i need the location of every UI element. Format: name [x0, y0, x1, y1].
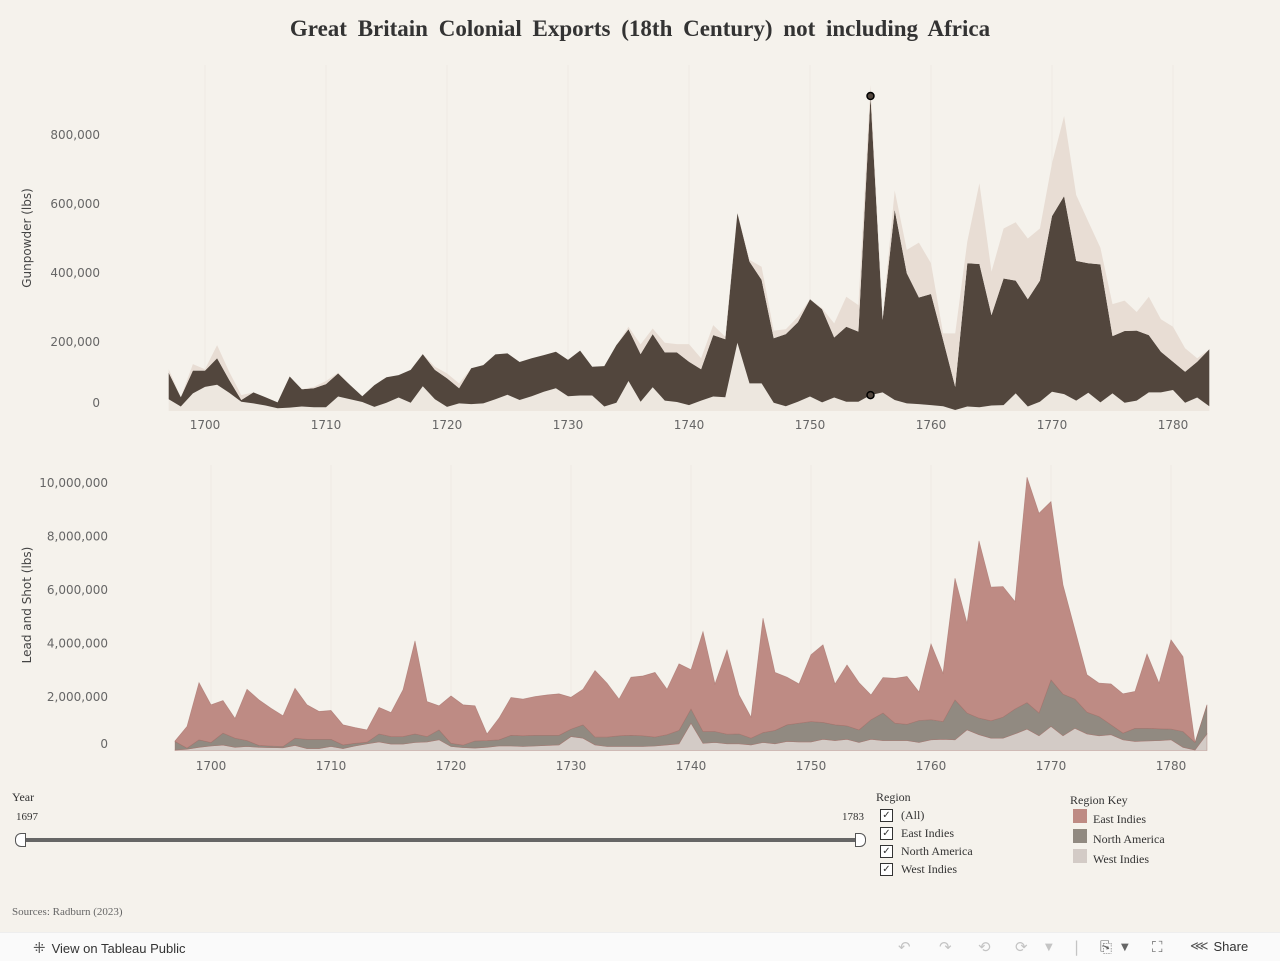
- checkbox-checked-icon[interactable]: ✓: [880, 809, 893, 822]
- y-tick-label: 10,000,000: [39, 476, 108, 490]
- lead-y-axis-title: Lead and Shot (lbs): [20, 547, 34, 664]
- y-tick-label: 800,000: [50, 128, 100, 142]
- checkbox-checked-icon[interactable]: ✓: [880, 863, 893, 876]
- region-option-label: East Indies: [901, 826, 954, 840]
- view-on-tableau-label: View on Tableau Public: [51, 940, 186, 956]
- year-slider-min-handle[interactable]: [15, 833, 26, 847]
- legend-swatch: [1073, 848, 1087, 863]
- gunpowder-y-axis-title: Gunpowder (lbs): [20, 188, 34, 288]
- x-tick-label: 1740: [676, 759, 707, 773]
- region-filter-label: Region: [876, 790, 911, 804]
- x-tick-label: 1780: [1156, 759, 1187, 773]
- y-tick-label: 0: [92, 396, 100, 410]
- legend-label: West Indies: [1093, 852, 1150, 866]
- x-tick-label: 1760: [916, 759, 947, 773]
- year-min-value: 1697: [16, 811, 38, 823]
- region-key-title: Region Key: [1070, 793, 1128, 807]
- x-tick-label: 1760: [916, 418, 947, 432]
- refresh-icon[interactable]: ⟳: [1015, 938, 1028, 956]
- refresh-dropdown-icon[interactable]: ▼: [1045, 942, 1053, 953]
- legend-label: East Indies: [1093, 812, 1146, 826]
- legend-item-west-indies[interactable]: West Indies: [1073, 848, 1150, 867]
- legend-swatch: [1073, 828, 1087, 843]
- sources-note: Sources: Radburn (2023): [12, 906, 123, 918]
- area-east-indies[interactable]: [168, 85, 1210, 403]
- x-tick-label: 1740: [674, 418, 705, 432]
- x-tick-label: 1720: [432, 418, 463, 432]
- checkbox-checked-icon[interactable]: ✓: [880, 845, 893, 858]
- region-option-label: (All): [901, 808, 925, 822]
- x-tick-label: 1720: [436, 759, 467, 773]
- area-east-indies[interactable]: [174, 477, 1208, 749]
- area-north-america[interactable]: [168, 96, 1210, 410]
- region-filter-west-indies[interactable]: ✓ West Indies: [880, 862, 957, 877]
- tableau-logo-icon: ⁜: [33, 939, 46, 957]
- x-tick-label: 1750: [796, 759, 827, 773]
- download-icon[interactable]: ⎘: [1100, 938, 1113, 956]
- year-slider-track[interactable]: [20, 838, 860, 842]
- revert-icon[interactable]: ⟲: [978, 938, 991, 956]
- x-tick-label: 1770: [1036, 759, 1067, 773]
- x-tick-label: 1780: [1158, 418, 1189, 432]
- legend-item-north-america[interactable]: North America: [1073, 828, 1165, 847]
- year-filter-label: Year: [12, 790, 35, 804]
- region-filter-north-america[interactable]: ✓ North America: [880, 844, 973, 859]
- fullscreen-icon[interactable]: ⛶: [1152, 938, 1163, 956]
- undo-icon[interactable]: ↶: [898, 938, 911, 956]
- region-filter-east-indies[interactable]: ✓ East Indies: [880, 826, 954, 841]
- share-icon: ⋘: [1190, 939, 1209, 954]
- legend-swatch: [1073, 808, 1087, 823]
- charts-canvas: 0 200,000 400,000 600,000 800,000 1700 1710 172…: [20, 65, 1210, 773]
- highlight-marker[interactable]: [866, 390, 875, 400]
- highlight-marker[interactable]: [866, 91, 875, 101]
- legend-item-east-indies[interactable]: East Indies: [1073, 808, 1146, 827]
- y-tick-label: 8,000,000: [47, 530, 108, 544]
- share-button[interactable]: ⋘ Share: [1190, 939, 1248, 954]
- area-west-indies[interactable]: [168, 342, 1210, 411]
- y-tick-label: 0: [100, 737, 108, 751]
- y-tick-label: 400,000: [50, 266, 100, 280]
- legend-label: North America: [1093, 832, 1165, 846]
- y-tick-label: 4,000,000: [47, 637, 108, 651]
- lead-shot-chart[interactable]: 0 2,000,000 4,000,000 6,000,000 8,000,000 10,…: [39, 465, 1208, 773]
- toolbar-divider: |: [1074, 938, 1080, 956]
- region-option-label: North America: [901, 844, 973, 858]
- x-tick-label: 1750: [795, 418, 826, 432]
- download-dropdown-icon[interactable]: ▼: [1121, 942, 1129, 953]
- y-tick-label: 6,000,000: [47, 583, 108, 597]
- x-tick-label: 1710: [316, 759, 347, 773]
- region-option-label: West Indies: [901, 862, 958, 876]
- year-slider-max-handle[interactable]: [855, 833, 866, 847]
- x-tick-label: 1770: [1037, 418, 1068, 432]
- gunpowder-chart[interactable]: 0 200,000 400,000 600,000 800,000 1700 1710 172…: [50, 65, 1210, 432]
- x-tick-label: 1730: [553, 418, 584, 432]
- view-on-tableau-link[interactable]: ⁜ View on Tableau Public: [33, 939, 186, 957]
- x-tick-label: 1700: [190, 418, 221, 432]
- y-tick-label: 2,000,000: [47, 690, 108, 704]
- year-max-value: 1783: [842, 811, 864, 823]
- x-tick-label: 1700: [196, 759, 227, 773]
- share-label: Share: [1213, 939, 1249, 954]
- redo-icon[interactable]: ↷: [939, 938, 952, 956]
- y-tick-label: 600,000: [50, 197, 100, 211]
- region-filter-all[interactable]: ✓ (All): [880, 808, 924, 823]
- checkbox-checked-icon[interactable]: ✓: [880, 827, 893, 840]
- x-tick-label: 1710: [311, 418, 342, 432]
- dashboard-title: Great Britain Colonial Exports (18th Cen…: [289, 16, 991, 41]
- x-tick-label: 1730: [556, 759, 587, 773]
- y-tick-label: 200,000: [50, 335, 100, 349]
- tableau-toolbar: ⁜ View on Tableau Public ↶ ↷ ⟲ ⟳ ▼ | ⎘ ▼…: [0, 932, 1280, 961]
